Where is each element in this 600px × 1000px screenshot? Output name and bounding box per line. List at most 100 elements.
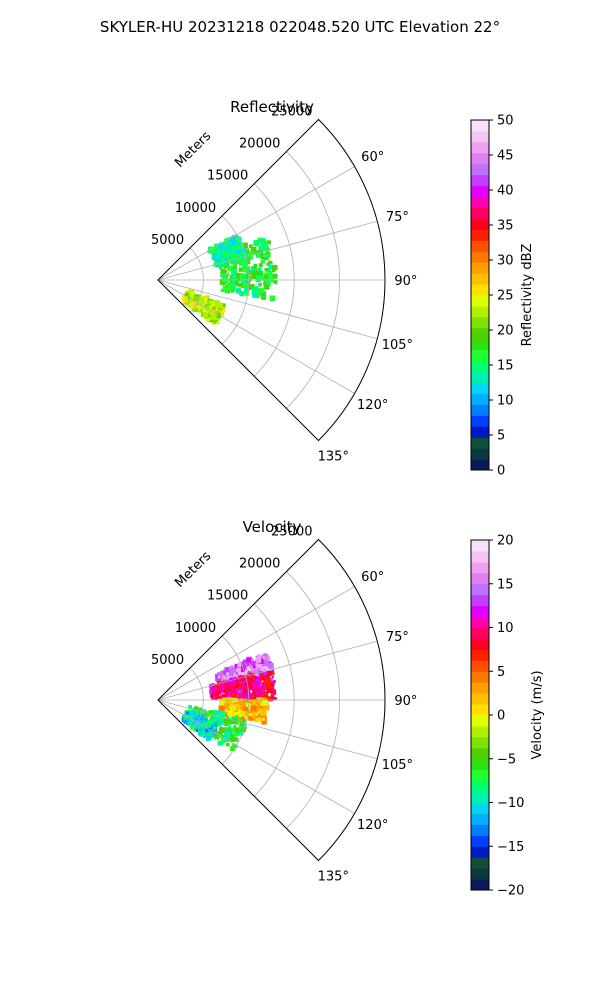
echo-cell bbox=[232, 282, 235, 285]
echo-cell bbox=[245, 716, 250, 721]
echo-cell bbox=[260, 294, 266, 300]
echo-cell bbox=[266, 240, 271, 245]
echo-cell bbox=[242, 682, 247, 687]
echo-cell bbox=[237, 255, 240, 258]
echo-cell bbox=[238, 239, 241, 243]
colorbar-swatch bbox=[471, 638, 489, 650]
echo-cell bbox=[247, 683, 253, 689]
echo-cell bbox=[263, 282, 266, 285]
echo-cell bbox=[236, 667, 241, 673]
colorbar-swatch bbox=[471, 437, 489, 449]
echo-cell bbox=[262, 717, 265, 720]
azimuth-tick-label: 120° bbox=[357, 818, 388, 833]
echo-cell bbox=[198, 304, 203, 309]
echo-cell bbox=[184, 716, 188, 720]
echo-cell bbox=[224, 263, 230, 269]
echo-cell bbox=[242, 266, 245, 269]
echo-cell bbox=[232, 711, 235, 714]
echo-cell bbox=[190, 291, 195, 296]
echo-cell bbox=[252, 270, 259, 277]
colorbar-swatch bbox=[471, 605, 489, 618]
echo-cell bbox=[229, 251, 234, 255]
colorbar-tick-label: −15 bbox=[497, 840, 524, 855]
echo-cell bbox=[233, 731, 238, 736]
echo-cell bbox=[246, 657, 252, 663]
echo-cell bbox=[260, 690, 264, 694]
echo-cell bbox=[268, 282, 271, 285]
echo-cell bbox=[230, 746, 236, 751]
colorbar-swatch bbox=[471, 649, 489, 661]
echo-cell bbox=[206, 720, 210, 723]
echo-cell bbox=[220, 727, 225, 733]
echo-cell bbox=[261, 719, 267, 725]
radial-tick-label: 5000 bbox=[151, 233, 184, 248]
echo-cell bbox=[231, 236, 235, 239]
colorbar-swatch bbox=[471, 229, 489, 241]
echo-cell bbox=[263, 272, 268, 277]
echo-cell bbox=[266, 270, 273, 277]
colorbar-swatch bbox=[471, 152, 489, 165]
echo-cell bbox=[214, 256, 221, 263]
echo-cell bbox=[217, 695, 220, 698]
colorbar-tick-label: 15 bbox=[497, 359, 514, 374]
echo-cell bbox=[242, 257, 248, 264]
colorbar-swatch bbox=[471, 802, 489, 814]
echo-cell bbox=[239, 688, 242, 691]
echo-cell bbox=[210, 728, 215, 733]
echo-cell bbox=[241, 666, 244, 670]
echo-cell bbox=[241, 714, 245, 718]
radial-tick-label: 25000 bbox=[271, 105, 312, 120]
colorbar-swatch bbox=[471, 594, 489, 607]
azimuth-spoke bbox=[157, 166, 355, 281]
azimuth-tick-label: 135° bbox=[318, 449, 349, 464]
colorbar-label: Velocity (m/s) bbox=[530, 670, 545, 759]
echo-cell bbox=[228, 238, 234, 243]
echo-cell bbox=[255, 718, 260, 723]
echo-cell bbox=[239, 720, 242, 723]
colorbar-swatch bbox=[471, 218, 489, 230]
echo-cell bbox=[228, 697, 234, 704]
echo-cell bbox=[235, 670, 241, 676]
echo-cell bbox=[241, 278, 247, 284]
echo-cell bbox=[191, 722, 194, 726]
echo-cell bbox=[235, 246, 238, 250]
echo-cell bbox=[224, 711, 229, 717]
colorbar-swatch bbox=[471, 682, 489, 694]
colorbar-swatch bbox=[471, 360, 489, 373]
colorbar-swatch bbox=[471, 791, 489, 803]
echo-cell bbox=[230, 674, 234, 678]
echo-cell bbox=[267, 687, 271, 691]
echo-cell bbox=[258, 283, 262, 287]
colorbar-swatch bbox=[471, 561, 489, 574]
echo-cell bbox=[225, 698, 231, 705]
echo-cell bbox=[243, 702, 247, 706]
colorbar-swatch bbox=[471, 338, 489, 351]
colorbar-swatch bbox=[471, 758, 489, 771]
echo-cell bbox=[224, 274, 229, 278]
echo-cell bbox=[262, 660, 269, 666]
colorbar-swatch bbox=[471, 404, 489, 416]
colorbar-tick-label: 10 bbox=[497, 394, 514, 409]
echo-cell bbox=[190, 721, 193, 724]
echo-cell bbox=[268, 260, 272, 265]
echo-cell bbox=[239, 688, 245, 695]
echo-cell bbox=[226, 707, 230, 711]
echo-cell bbox=[220, 701, 225, 706]
echo-cell bbox=[198, 310, 201, 313]
radial-tick-label: 5000 bbox=[151, 653, 184, 668]
echo-cell bbox=[255, 691, 260, 696]
echo-cell bbox=[215, 248, 219, 252]
echo-cell bbox=[234, 728, 239, 733]
echo-cell bbox=[230, 248, 233, 251]
colorbar-tick-label: 10 bbox=[497, 621, 514, 636]
echo-cell bbox=[227, 255, 233, 261]
echo-cell bbox=[219, 311, 225, 317]
azimuth-spoke bbox=[157, 220, 378, 281]
colorbar-swatch bbox=[471, 671, 489, 683]
colorbar-tick-label: 35 bbox=[497, 219, 514, 234]
echo-cell bbox=[226, 282, 231, 286]
echo-cell bbox=[245, 291, 249, 296]
azimuth-spoke bbox=[157, 279, 378, 340]
echo-cell bbox=[256, 268, 260, 271]
